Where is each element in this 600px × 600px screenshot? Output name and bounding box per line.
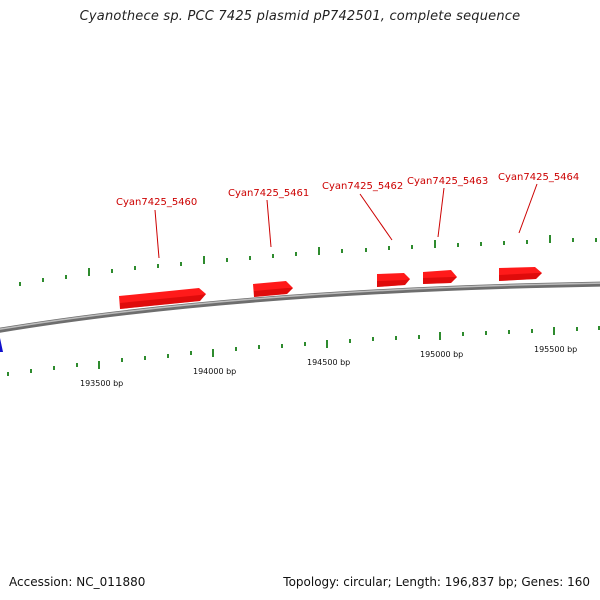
inner-tick bbox=[576, 327, 578, 331]
inner-tick bbox=[167, 354, 169, 358]
inner-tick bbox=[76, 363, 78, 367]
inner-tick bbox=[349, 339, 351, 343]
gene-label[interactable]: Cyan7425_5460 bbox=[116, 197, 197, 208]
leader-line bbox=[437, 187, 445, 238]
outer-tick bbox=[503, 241, 505, 245]
gene-labels: Cyan7425_5460 Cyan7425_5461 Cyan7425_546… bbox=[116, 172, 579, 208]
outer-tick bbox=[295, 252, 297, 256]
inner-tick bbox=[418, 335, 420, 339]
outer-tick bbox=[457, 243, 459, 247]
inner-tick bbox=[235, 347, 237, 351]
outer-tick bbox=[341, 249, 343, 253]
inner-tick bbox=[281, 344, 283, 348]
position-label: 194500 bp bbox=[307, 358, 350, 367]
map-title: Cyanothece sp. PCC 7425 plasmid pP742501… bbox=[79, 9, 521, 24]
position-label: 194000 bp bbox=[193, 367, 236, 376]
inner-tick bbox=[326, 340, 328, 348]
accession-text: Accession: NC_011880 bbox=[9, 575, 146, 589]
inner-tick bbox=[121, 358, 123, 362]
outer-tick bbox=[411, 245, 413, 249]
outer-tick bbox=[434, 240, 436, 248]
outer-tick bbox=[249, 256, 251, 260]
gene-arrow-cyan7425-5462[interactable] bbox=[377, 273, 410, 287]
gene-arrow-cyan7425-5460[interactable] bbox=[119, 288, 206, 309]
leader-line bbox=[359, 193, 393, 241]
outer-tick bbox=[526, 240, 528, 244]
inner-tick bbox=[598, 326, 600, 330]
inner-tick bbox=[462, 332, 464, 336]
outer-tick bbox=[549, 235, 551, 243]
outer-tick bbox=[111, 269, 113, 273]
outer-tick bbox=[42, 278, 44, 282]
gene-arrow-cyan7425-5463[interactable] bbox=[423, 270, 457, 284]
outer-tick bbox=[480, 242, 482, 246]
feature-marker bbox=[0, 338, 3, 352]
inner-tick bbox=[190, 351, 192, 355]
inner-tick bbox=[144, 356, 146, 360]
outer-tick bbox=[19, 282, 21, 286]
gene-arrow-cyan7425-5461[interactable] bbox=[253, 281, 293, 297]
inner-tick bbox=[304, 342, 306, 346]
outer-tick bbox=[65, 275, 67, 279]
inner-tick bbox=[531, 329, 533, 333]
gene-label[interactable]: Cyan7425_5462 bbox=[322, 181, 403, 192]
inner-tick bbox=[98, 361, 100, 369]
position-label: 193500 bp bbox=[80, 379, 123, 388]
outer-tick bbox=[318, 247, 320, 255]
outer-tick bbox=[157, 264, 159, 268]
outer-tick bbox=[134, 266, 136, 270]
gene-label[interactable]: Cyan7425_5464 bbox=[498, 172, 579, 183]
label-leaders bbox=[154, 183, 538, 259]
leader-line bbox=[518, 183, 538, 234]
gene-label[interactable]: Cyan7425_5461 bbox=[228, 188, 309, 199]
position-label: 195500 bp bbox=[534, 345, 577, 354]
position-labels: 193500 bp 194000 bp 194500 bp 195000 bp … bbox=[80, 345, 577, 388]
leader-line bbox=[266, 199, 272, 248]
inner-tick-ring bbox=[7, 326, 600, 376]
inner-tick bbox=[553, 327, 555, 335]
outer-tick bbox=[180, 262, 182, 266]
outer-tick bbox=[203, 256, 205, 264]
outer-tick bbox=[572, 238, 574, 242]
gene-arrow-cyan7425-5464[interactable] bbox=[499, 267, 542, 281]
gene-label[interactable]: Cyan7425_5463 bbox=[407, 176, 488, 187]
inner-tick bbox=[508, 330, 510, 334]
sequence-backbone-highlight bbox=[0, 282, 600, 330]
outer-tick bbox=[88, 268, 90, 276]
inner-tick bbox=[485, 331, 487, 335]
outer-tick bbox=[388, 246, 390, 250]
gene-features bbox=[119, 267, 542, 309]
outer-tick bbox=[595, 238, 597, 242]
inner-tick bbox=[395, 336, 397, 340]
outer-tick-ring bbox=[19, 235, 597, 286]
inner-tick bbox=[53, 366, 55, 370]
outer-tick bbox=[226, 258, 228, 262]
sequence-summary: Topology: circular; Length: 196,837 bp; … bbox=[283, 575, 590, 589]
inner-tick bbox=[439, 332, 441, 340]
inner-tick bbox=[212, 349, 214, 357]
sequence-backbone bbox=[0, 281, 600, 333]
inner-tick bbox=[372, 337, 374, 341]
outer-tick bbox=[365, 248, 367, 252]
position-label: 195000 bp bbox=[420, 350, 463, 359]
leader-line bbox=[154, 209, 160, 259]
inner-tick bbox=[7, 372, 9, 376]
inner-tick bbox=[258, 345, 260, 349]
inner-tick bbox=[30, 369, 32, 373]
outer-tick bbox=[272, 254, 274, 258]
